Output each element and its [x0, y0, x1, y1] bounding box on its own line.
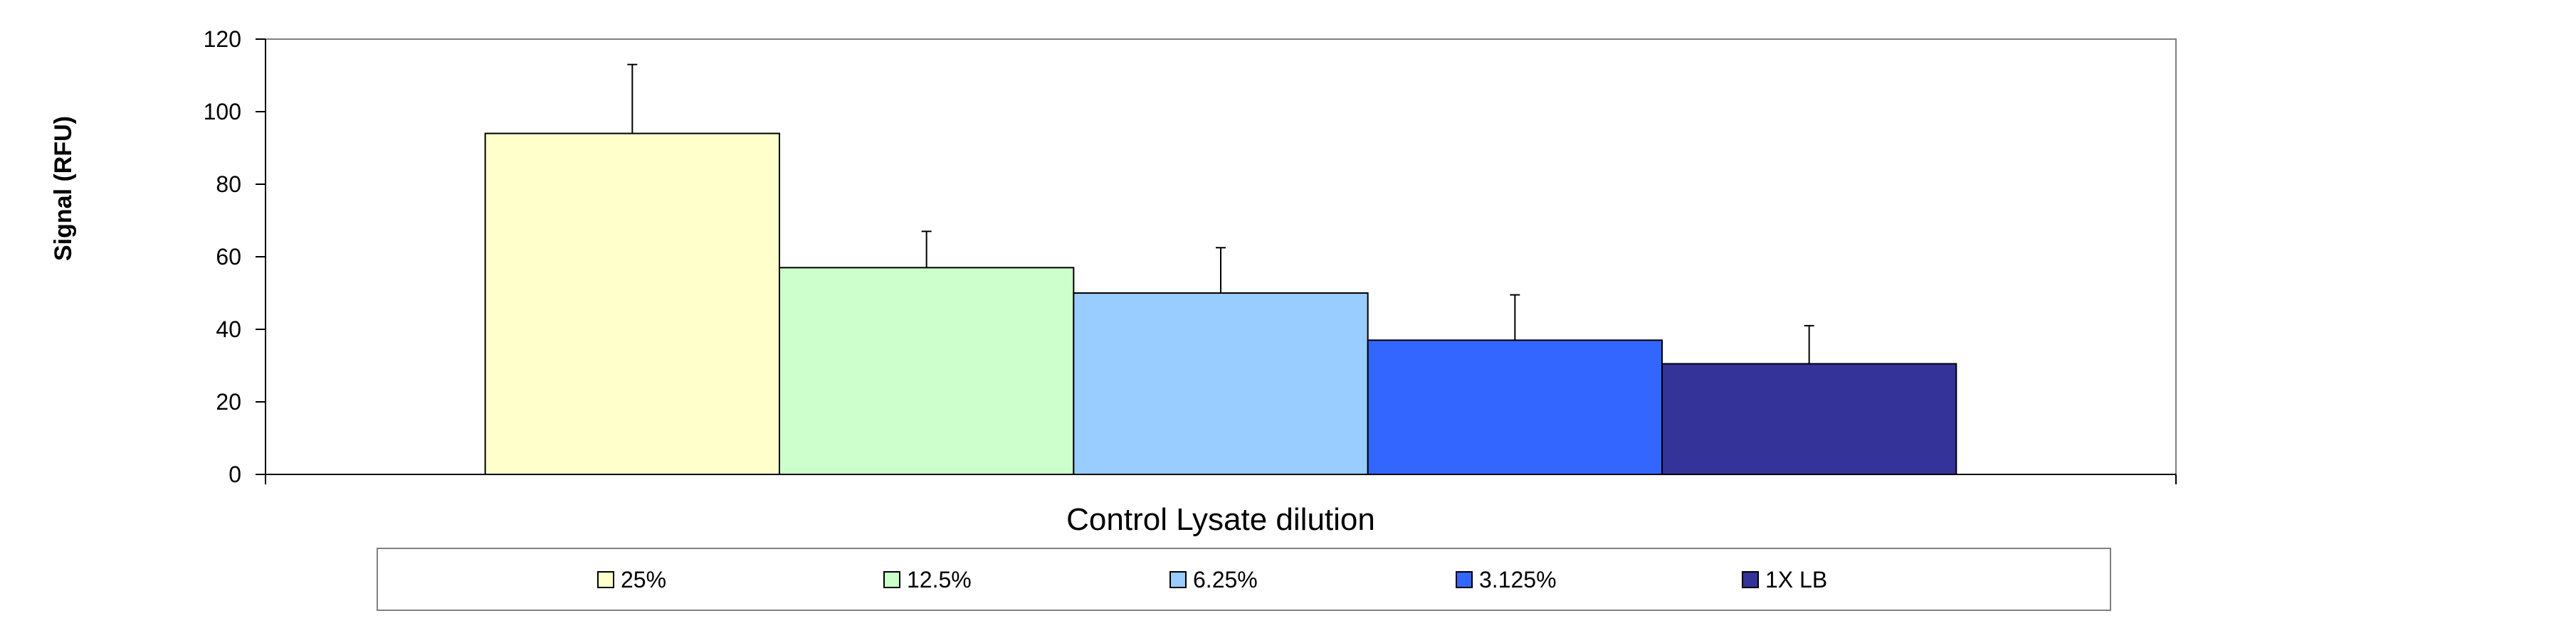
legend-swatch-25%: [597, 571, 614, 588]
legend-items: 25% 12.5% 6.25% 3.125% 1X LB: [597, 567, 1827, 592]
legend-label-25%: 25%: [621, 567, 666, 592]
error-bars: [627, 63, 1814, 364]
bar-25%: [484, 132, 780, 475]
y-tick-label: 40: [216, 317, 241, 342]
legend-label-12.5%: 12.5%: [907, 567, 972, 592]
legend-label-1X LB: 1X LB: [1765, 567, 1827, 592]
y-axis-ticks: 0 20 40 60 80 100 120: [204, 26, 266, 487]
legend-swatch-3.125%: [1456, 571, 1473, 588]
bar-1X LB: [1661, 363, 1957, 476]
y-tick-label: 120: [204, 26, 241, 52]
legend-label-6.25%: 6.25%: [1193, 567, 1258, 592]
bars: [484, 132, 1957, 476]
legend-label-3.125%: 3.125%: [1479, 567, 1557, 592]
bar-3.125%: [1367, 339, 1663, 475]
y-tick-label: 100: [204, 99, 241, 124]
y-axis-label: Signal (RFU): [50, 116, 77, 261]
legend-box: [377, 548, 2111, 611]
bar-12.5%: [778, 267, 1075, 475]
legend-swatch-1X LB: [1742, 571, 1759, 588]
legend-swatch-6.25%: [1169, 571, 1187, 588]
y-tick-label: 80: [216, 171, 241, 197]
x-axis-label: Control Lysate dilution: [1066, 502, 1375, 537]
bar-6.25%: [1073, 292, 1369, 475]
y-tick-label: 20: [216, 389, 241, 415]
y-tick-label: 60: [216, 244, 241, 270]
y-tick-label: 0: [228, 462, 241, 487]
legend: 25% 12.5% 6.25% 3.125% 1X LB: [377, 548, 2111, 611]
legend-swatch-12.5%: [883, 571, 900, 588]
